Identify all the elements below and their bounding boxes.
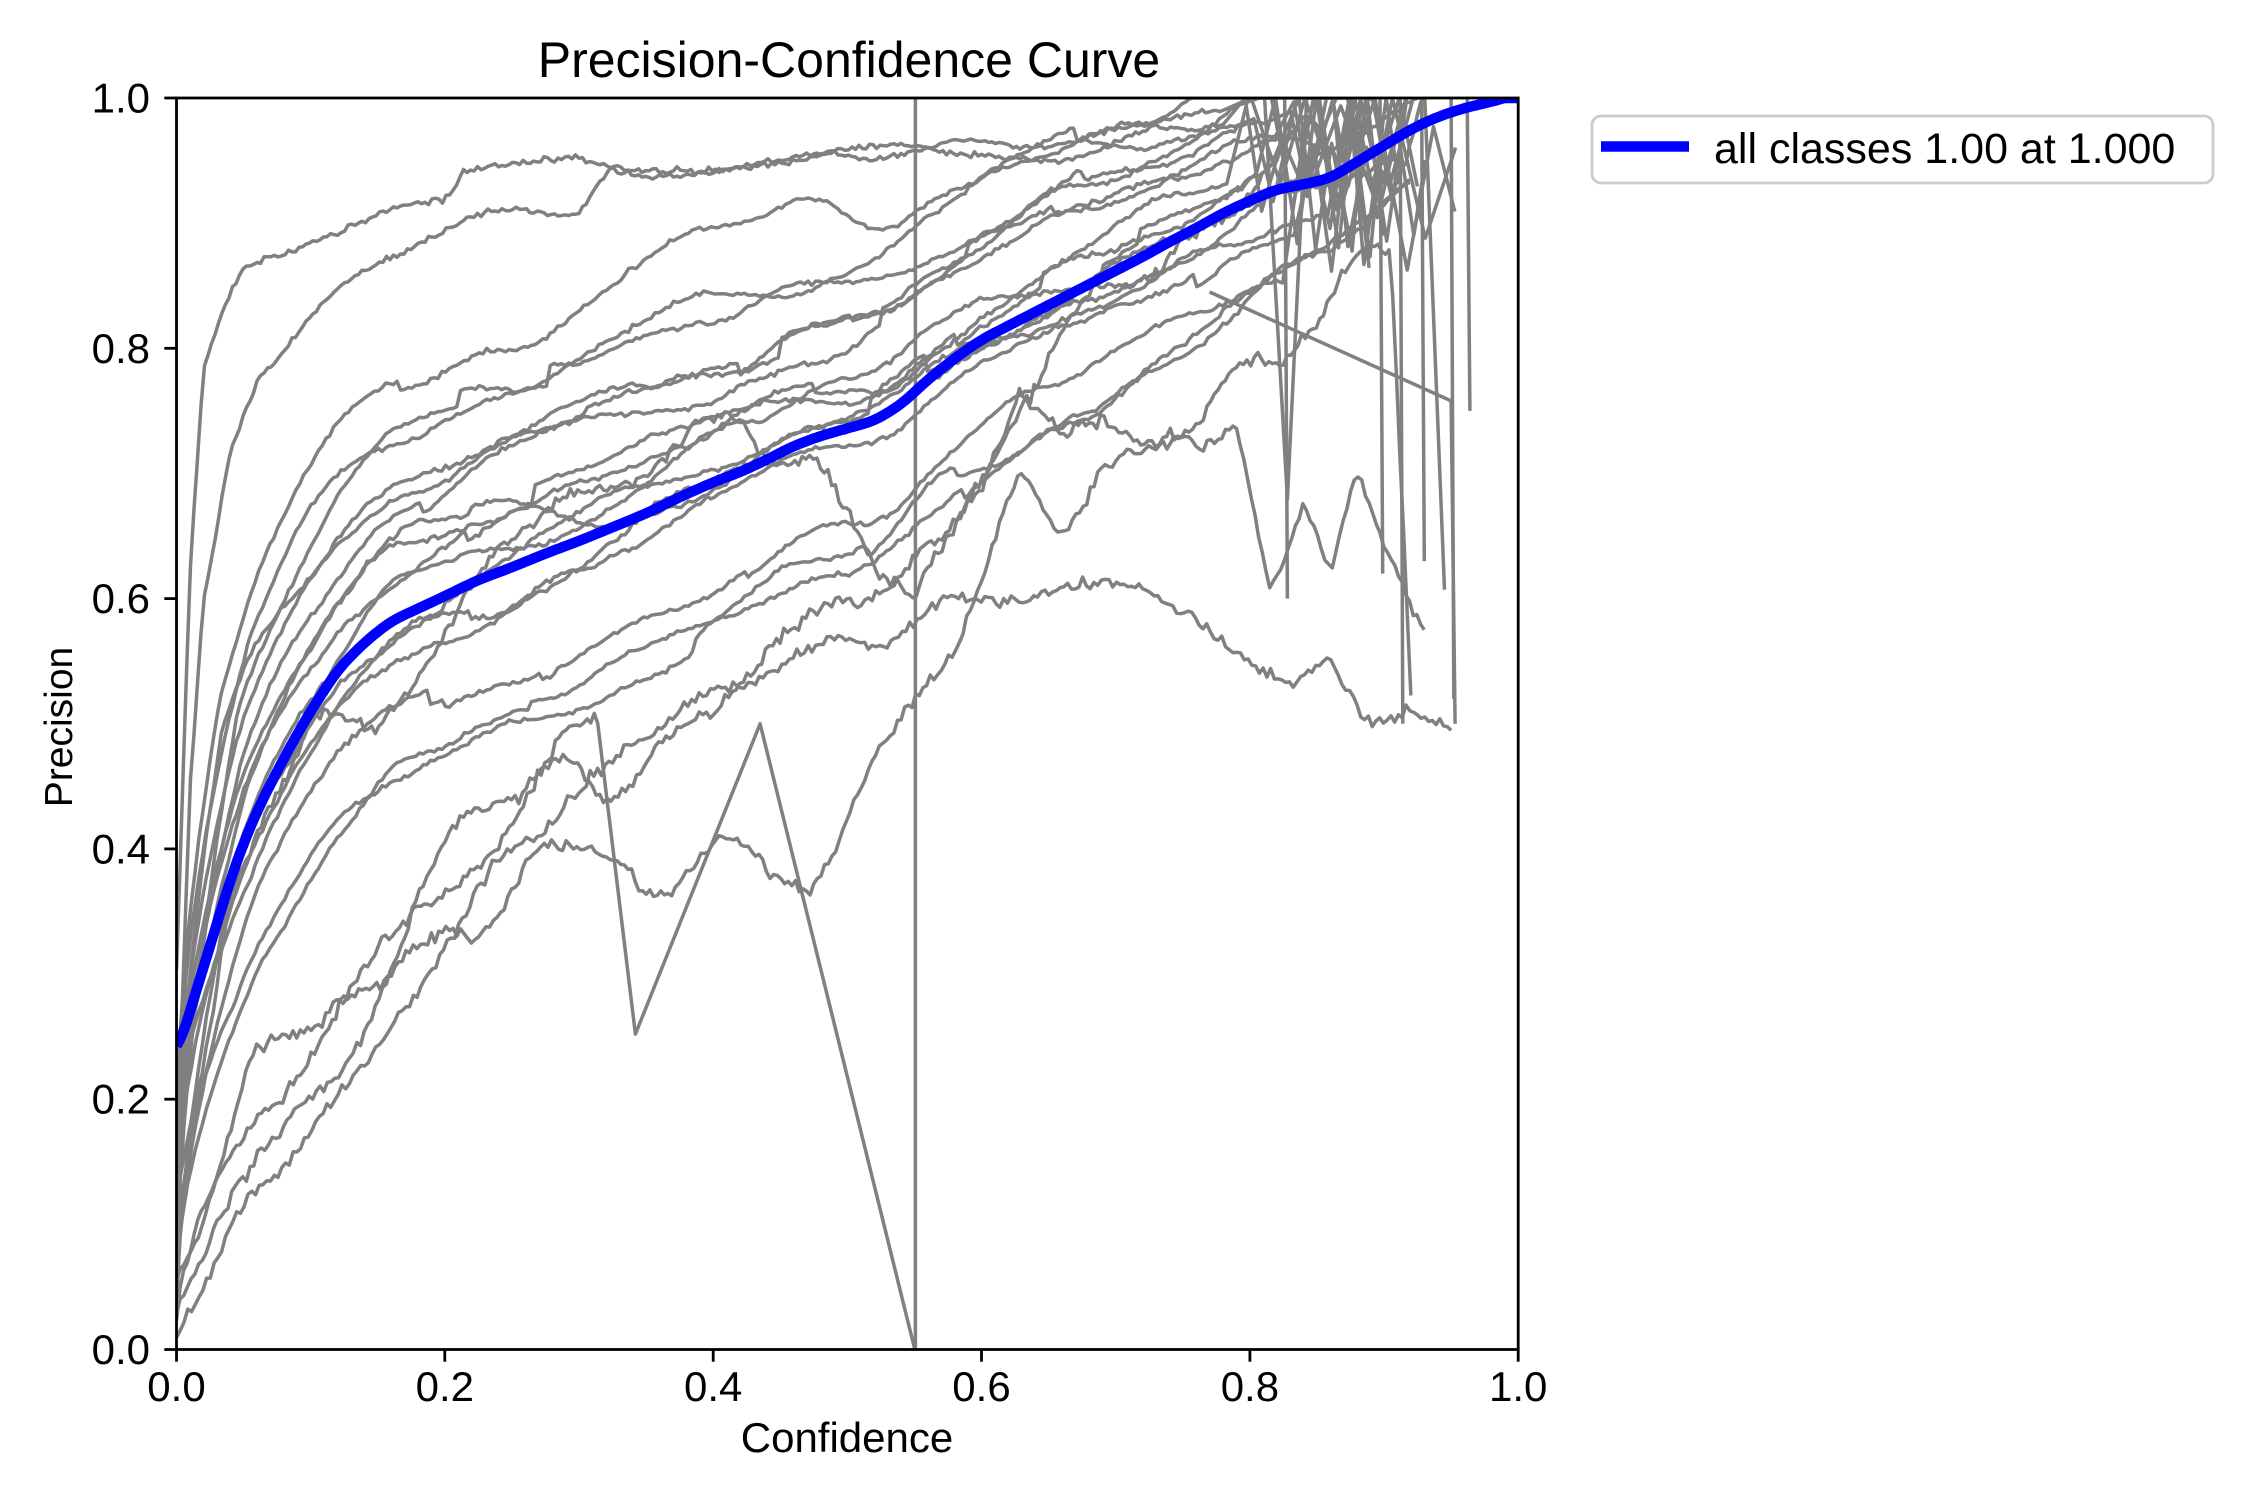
svg-text:Precision: Precision (38, 647, 81, 807)
svg-text:Precision-Confidence Curve: Precision-Confidence Curve (538, 32, 1161, 88)
svg-text:0.2: 0.2 (416, 1363, 474, 1410)
svg-text:0.6: 0.6 (952, 1363, 1010, 1410)
svg-text:Confidence: Confidence (741, 1414, 953, 1461)
svg-text:1.0: 1.0 (92, 75, 150, 122)
svg-text:0.4: 0.4 (684, 1363, 742, 1410)
svg-text:0.2: 0.2 (92, 1076, 150, 1123)
svg-text:1.0: 1.0 (1489, 1363, 1547, 1410)
svg-text:0.8: 0.8 (1221, 1363, 1279, 1410)
svg-text:0.6: 0.6 (92, 575, 150, 622)
svg-text:0.0: 0.0 (92, 1326, 150, 1373)
svg-text:0.0: 0.0 (147, 1363, 205, 1410)
svg-text:0.8: 0.8 (92, 325, 150, 372)
svg-text:0.4: 0.4 (92, 825, 150, 872)
svg-text:all classes 1.00 at 1.000: all classes 1.00 at 1.000 (1714, 125, 2175, 173)
